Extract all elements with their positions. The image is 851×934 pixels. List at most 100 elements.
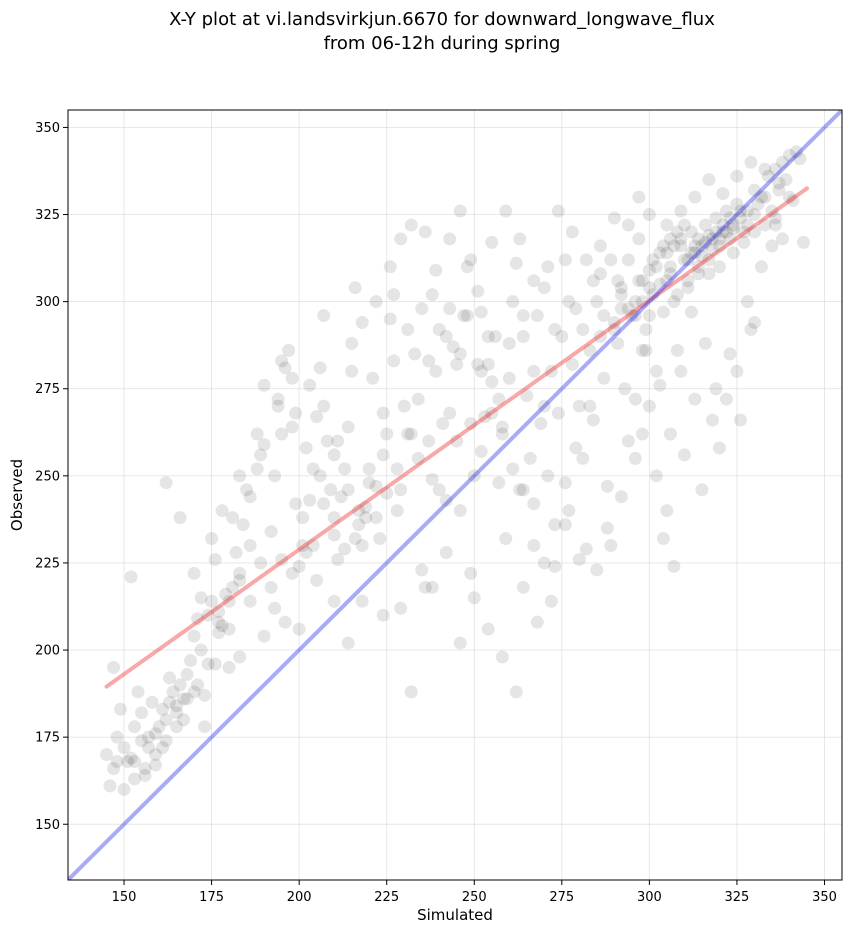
scatter-point (394, 483, 408, 497)
scatter-point (621, 218, 635, 232)
scatter-point (303, 493, 317, 507)
scatter-point (142, 741, 156, 755)
scatter-point (275, 552, 289, 566)
scatter-point (772, 176, 786, 190)
scatter-point (163, 671, 177, 685)
scatter-point (474, 364, 488, 378)
y-tick-label: 275 (35, 382, 60, 397)
scatter-point (597, 371, 611, 385)
scatter-point (425, 288, 439, 302)
x-axis-ticks: 150 175 200 225 250 275 300 325 350 (112, 880, 837, 905)
scatter-point (516, 329, 530, 343)
scatter-point (327, 448, 341, 462)
y-tick-label: 175 (35, 731, 60, 746)
scatter-point (663, 267, 677, 281)
scatter-point (716, 218, 730, 232)
scatter-point (495, 427, 509, 441)
scatter-point (719, 204, 733, 218)
identity-line (68, 110, 842, 880)
scatter-point (289, 406, 303, 420)
scatter-point (702, 253, 716, 267)
scatter-point (691, 267, 705, 281)
scatter-point (600, 521, 614, 535)
scatter-point (285, 420, 299, 434)
scatter-point (208, 657, 222, 671)
scatter-point (135, 706, 149, 720)
scatter-point (282, 343, 296, 357)
scatter-point (387, 288, 401, 302)
scatter-point (702, 173, 716, 187)
scatter-point (443, 302, 457, 316)
scatter-point (712, 239, 726, 253)
scatter-point (537, 556, 551, 570)
scatter-point (754, 260, 768, 274)
scatter-point (621, 302, 635, 316)
scatter-point (222, 594, 236, 608)
scatter-point (527, 497, 541, 511)
scatter-point (128, 772, 142, 786)
scatter-point (660, 274, 674, 288)
scatter-point (453, 347, 467, 361)
scatter-point (653, 246, 667, 260)
scatter-point (607, 323, 621, 337)
scatter-point (667, 295, 681, 309)
scatter-point (156, 741, 170, 755)
scatter-point (712, 232, 726, 246)
scatter-point (548, 518, 562, 532)
scatter-point (758, 162, 772, 176)
scatter-point (240, 483, 254, 497)
scatter-point (660, 504, 674, 518)
scatter-point (775, 232, 789, 246)
scatter-point (747, 316, 761, 330)
scatter-point (488, 329, 502, 343)
scatter-point (177, 713, 191, 727)
scatter-point (443, 406, 457, 420)
scatter-point (310, 410, 324, 424)
scatter-point (131, 685, 145, 699)
scatter-point (677, 218, 691, 232)
scatter-point (485, 235, 499, 249)
scatter-point (341, 483, 355, 497)
scatter-point (656, 239, 670, 253)
scatter-point (278, 615, 292, 629)
scatter-point (149, 748, 163, 762)
scatter-point (128, 755, 142, 769)
scatter-point (376, 406, 390, 420)
scatter-point (180, 667, 194, 681)
scatter-point (786, 194, 800, 208)
scatter-point (558, 476, 572, 490)
scatter-point (177, 692, 191, 706)
scatter-point (145, 695, 159, 709)
scatter-point (632, 190, 646, 204)
scatter-point (684, 246, 698, 260)
scatter-point (107, 762, 121, 776)
scatter-point (159, 734, 173, 748)
scatter-point (446, 340, 460, 354)
scatter-point (310, 573, 324, 587)
scatter-point (782, 190, 796, 204)
scatter-point (681, 274, 695, 288)
scatter-point (737, 235, 751, 249)
scatter-point (327, 594, 341, 608)
scatter-point (569, 302, 583, 316)
scatter-point (642, 208, 656, 222)
scatter-point (670, 225, 684, 239)
scatter-point (541, 260, 555, 274)
scatter-point (653, 277, 667, 291)
scatter-point (565, 357, 579, 371)
scatter-point (558, 253, 572, 267)
scatter-point (775, 155, 789, 169)
scatter-point (681, 253, 695, 267)
scatter-point (614, 302, 628, 316)
scatter-point (110, 755, 124, 769)
scatter-point (527, 364, 541, 378)
scatter-point (740, 218, 754, 232)
x-tick-label: 225 (374, 890, 399, 905)
scatter-point (726, 221, 740, 235)
scatter-point (243, 490, 257, 504)
scatter-point (674, 239, 688, 253)
scatter-point (569, 441, 583, 455)
scatter-point (401, 427, 415, 441)
scatter-point (436, 417, 450, 431)
scatter-point (768, 218, 782, 232)
